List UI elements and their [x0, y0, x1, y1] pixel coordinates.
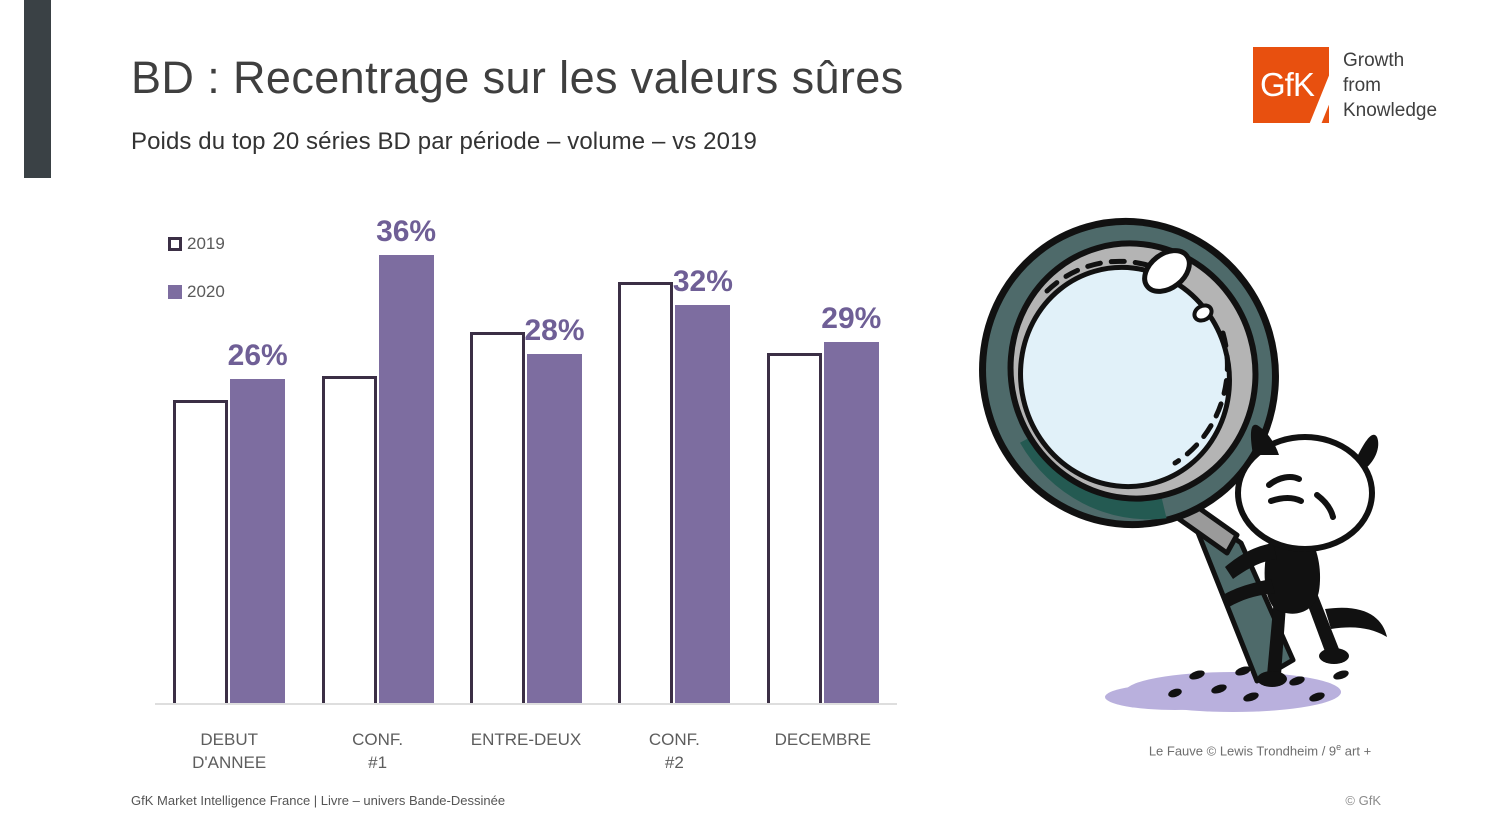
x-axis-label-line: D'ANNEE	[192, 753, 267, 772]
illustration-caption: Le Fauve © Lewis Trondheim / 9e art +	[1060, 742, 1460, 758]
x-axis-label: CONF. #1	[303, 728, 451, 774]
bar-group: 32%	[618, 205, 733, 703]
tagline-line-2: from	[1343, 75, 1381, 96]
gfk-logo: GfK Growth from Knowledge	[1253, 47, 1437, 123]
legend-label-2020: 2020	[187, 282, 225, 301]
gfk-logo-mark: GfK	[1253, 47, 1329, 123]
x-axis-label: CONF. #2	[600, 728, 748, 774]
x-axis-label-line: CONF.	[352, 730, 404, 749]
legend-item-2019: 2019	[168, 234, 225, 253]
caption-superscript: e	[1336, 742, 1342, 752]
bar-data-label: 26%	[227, 339, 288, 373]
tagline-line-3: Knowledge	[1343, 100, 1438, 121]
bar-group: 29%	[766, 205, 881, 703]
bar-2020[interactable]	[527, 354, 582, 703]
x-axis-label-line: DEBUT	[200, 730, 258, 749]
bar-2019[interactable]	[173, 400, 229, 703]
cat-with-magnifying-glass-illustration	[975, 205, 1435, 725]
bar-2020[interactable]	[675, 304, 731, 703]
bar-data-label: 28%	[524, 314, 585, 348]
x-axis-label-line: #2	[664, 753, 684, 772]
x-axis-label-line: ENTRE-DEUX	[470, 730, 582, 749]
bar-2019[interactable]	[321, 375, 377, 703]
x-axis-label-line: CONF.	[648, 730, 700, 749]
chart-legend: 2019 2020	[168, 234, 225, 331]
gfk-logo-text: GfK	[1260, 66, 1315, 103]
x-axis-label: DEBUT D'ANNEE	[155, 728, 303, 774]
chart-x-axis-labels: DEBUT D'ANNEE CONF. #1 ENTRE-DEUX CONF. #2 DECE…	[155, 710, 900, 780]
bar-data-label: 32%	[672, 264, 733, 298]
caption-prefix: Le Fauve © Lewis Trondheim / 9	[1148, 743, 1337, 759]
page-subtitle: Poids du top 20 séries BD par période – …	[131, 128, 757, 155]
left-accent-bar	[24, 0, 51, 178]
chart-baseline-axis	[155, 703, 897, 705]
bar-group: 28%	[470, 205, 585, 703]
bar-2019[interactable]	[470, 332, 525, 703]
footer-copyright: © GfK	[1345, 793, 1381, 808]
chart-plot-area: 26% 36% 28% 32% 29%	[155, 205, 900, 705]
page-title: BD : Recentrage sur les valeurs sûres	[131, 52, 904, 103]
bar-2020[interactable]	[823, 341, 879, 703]
caption-suffix: art +	[1341, 743, 1372, 759]
bar-data-label: 29%	[821, 301, 882, 335]
bar-2020[interactable]	[230, 379, 286, 703]
footer-source-text: GfK Market Intelligence France | Livre –…	[131, 793, 506, 808]
legend-label-2019: 2019	[187, 234, 225, 253]
bar-chart: 2019 2020 26% 36% 28% 32% 29% DEBUT D'ANNEE CO…	[155, 205, 900, 772]
bar-group: 36%	[321, 205, 436, 703]
x-axis-label-line: DECEMBRE	[774, 730, 871, 749]
bar-2019[interactable]	[766, 353, 822, 703]
gfk-logo-tagline: Growth from Knowledge	[1343, 47, 1437, 123]
x-axis-label: DECEMBRE	[749, 728, 897, 751]
bar-2019[interactable]	[618, 282, 674, 703]
legend-swatch-2019-icon	[168, 237, 182, 251]
tagline-line-1: Growth	[1343, 50, 1405, 71]
legend-item-2020: 2020	[168, 282, 225, 301]
bar-data-label: 36%	[376, 214, 437, 248]
x-axis-label-line: #1	[368, 753, 388, 772]
x-axis-label: ENTRE-DEUX	[452, 728, 600, 751]
bar-2020[interactable]	[378, 254, 434, 703]
bar-group: 26%	[173, 205, 288, 703]
legend-swatch-2020-icon	[168, 285, 182, 299]
